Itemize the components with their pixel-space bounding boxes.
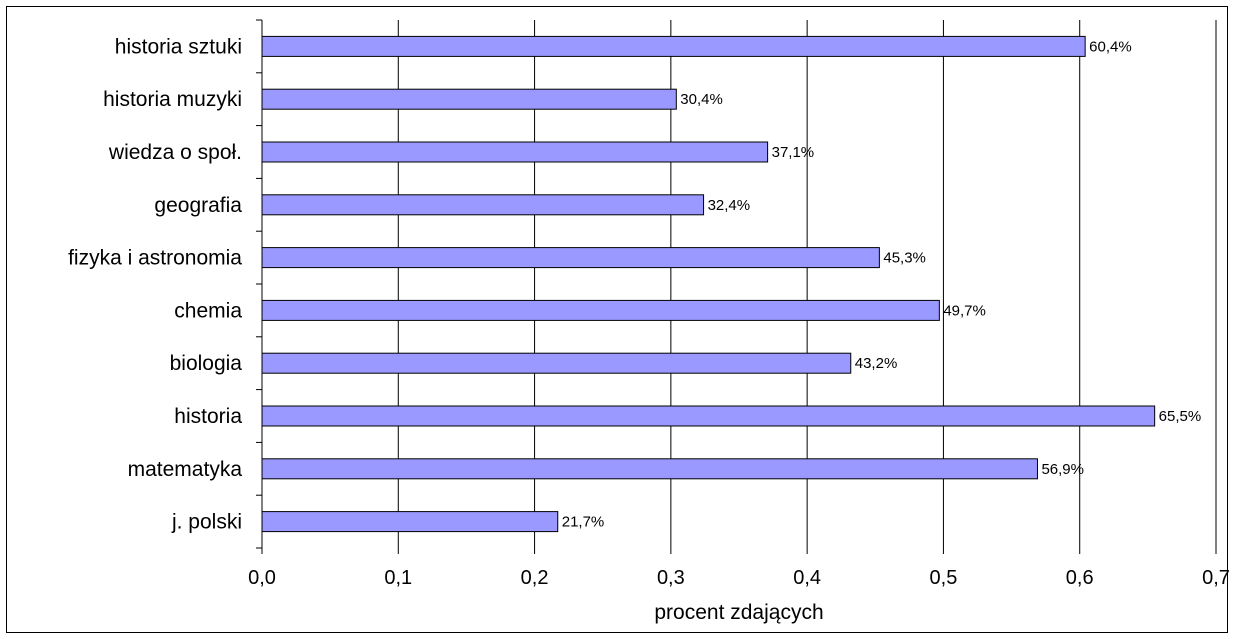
category-label: historia — [174, 405, 242, 428]
x-tick-label: 0,7 — [1202, 567, 1230, 589]
category-label: j. polski — [171, 511, 242, 534]
bar — [261, 88, 677, 110]
x-tick-label: 0,6 — [1066, 567, 1094, 589]
x-tick-label: 0,0 — [248, 567, 276, 589]
category-label: historia sztuki — [115, 35, 242, 58]
bar — [261, 511, 559, 533]
x-tick-label: 0,3 — [657, 567, 685, 589]
bar — [261, 35, 1086, 57]
data-label: 37,1% — [772, 144, 815, 161]
data-label: 60,4% — [1089, 38, 1132, 55]
bar — [261, 141, 769, 163]
labels: 0,0 0,1 0,2 0,3 0,4 0,5 0,6 0,7 historia sztuki 6… — [68, 35, 1230, 589]
bar — [261, 299, 940, 321]
category-label: historia muzyki — [103, 88, 242, 111]
bars — [261, 35, 1156, 533]
data-label: 45,3% — [883, 250, 926, 267]
bar — [261, 352, 852, 374]
data-label: 49,7% — [943, 302, 986, 319]
axes — [256, 19, 1217, 554]
category-label: geografia — [154, 194, 242, 217]
bar — [261, 405, 1156, 427]
category-label: fizyka i astronomia — [68, 247, 242, 270]
data-label: 56,9% — [1041, 461, 1084, 478]
data-label: 21,7% — [562, 514, 605, 531]
data-label: 43,2% — [855, 355, 898, 372]
category-label: chemia — [174, 299, 242, 322]
data-label: 30,4% — [680, 91, 723, 108]
bar — [261, 194, 705, 216]
x-axis-title: procent zdających — [654, 601, 823, 624]
x-tick-label: 0,1 — [384, 567, 412, 589]
data-label: 32,4% — [708, 197, 751, 214]
data-label: 65,5% — [1159, 408, 1202, 425]
bar — [261, 247, 880, 269]
category-label: biologia — [170, 352, 243, 375]
category-label: wiedza o społ. — [108, 141, 242, 164]
x-tick-label: 0,4 — [793, 567, 821, 589]
bar — [261, 458, 1038, 480]
x-tick-label: 0,5 — [930, 567, 958, 589]
x-tick-label: 0,2 — [521, 567, 549, 589]
category-label: matematyka — [128, 458, 243, 481]
